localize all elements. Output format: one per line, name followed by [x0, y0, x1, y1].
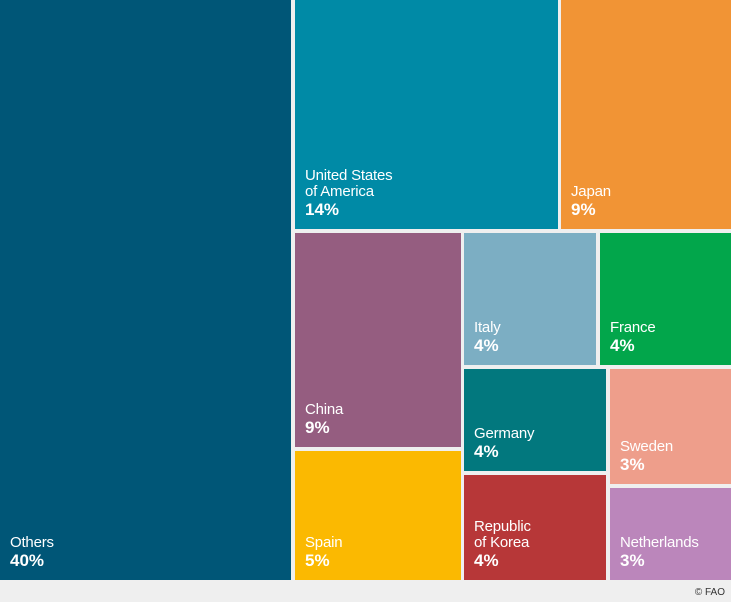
tile-name-others: Others: [10, 534, 54, 552]
tile-france: France 4%: [600, 233, 731, 365]
tile-name-republic-of-korea: Republic of Korea: [474, 518, 531, 552]
tile-united-states-of-america: United States of America 14%: [295, 0, 558, 229]
tile-name-germany: Germany: [474, 425, 535, 443]
tile-value-italy: 4%: [474, 335, 499, 355]
credit-text: © FAO: [694, 587, 725, 598]
tile-name-japan: Japan: [571, 183, 611, 201]
tile-value-republic-of-korea: 4%: [474, 550, 499, 570]
tile-name-netherlands: Netherlands: [620, 534, 699, 552]
tile-label-germany: Germany 4%: [474, 426, 534, 461]
tile-germany: Germany 4%: [464, 369, 606, 471]
tile-label-republic-of-korea: Republic of Korea 4%: [474, 519, 531, 570]
tile-italy: Italy 4%: [464, 233, 596, 365]
tile-name-france: France: [610, 319, 656, 337]
tile-value-china: 9%: [305, 417, 330, 437]
tile-label-japan: Japan 9%: [571, 184, 611, 219]
tile-value-united-states-of-america: 14%: [305, 199, 340, 219]
tile-label-netherlands: Netherlands 3%: [620, 535, 699, 570]
tile-label-others: Others 40%: [10, 535, 54, 570]
tile-others: Others 40%: [0, 0, 291, 580]
tile-value-others: 40%: [10, 550, 45, 570]
tile-name-italy: Italy: [474, 319, 501, 337]
tile-sweden: Sweden 3%: [610, 369, 731, 484]
tile-label-france: France 4%: [610, 320, 656, 355]
tile-label-united-states-of-america: United States of America 14%: [305, 167, 393, 219]
tile-value-germany: 4%: [474, 441, 499, 461]
tile-value-france: 4%: [610, 335, 635, 355]
tile-name-spain: Spain: [305, 534, 343, 552]
tile-japan: Japan 9%: [561, 0, 731, 229]
tile-label-china: China 9%: [305, 402, 343, 437]
tile-republic-of-korea: Republic of Korea 4%: [464, 475, 606, 580]
tile-netherlands: Netherlands 3%: [610, 488, 731, 580]
tile-value-netherlands: 3%: [620, 550, 645, 570]
tile-label-spain: Spain 5%: [305, 534, 343, 570]
tile-value-sweden: 3%: [620, 454, 645, 474]
tile-name-china: China: [305, 401, 344, 419]
tile-label-sweden: Sweden 3%: [620, 439, 673, 474]
tile-name-united-states-of-america: United States of America: [305, 167, 393, 201]
tile-value-japan: 9%: [571, 199, 596, 219]
tile-value-spain: 5%: [305, 550, 330, 570]
tile-china: China 9%: [295, 233, 461, 447]
tile-name-sweden: Sweden: [620, 438, 674, 456]
tile-spain: Spain 5%: [295, 451, 461, 580]
tile-label-italy: Italy 4%: [474, 320, 501, 355]
